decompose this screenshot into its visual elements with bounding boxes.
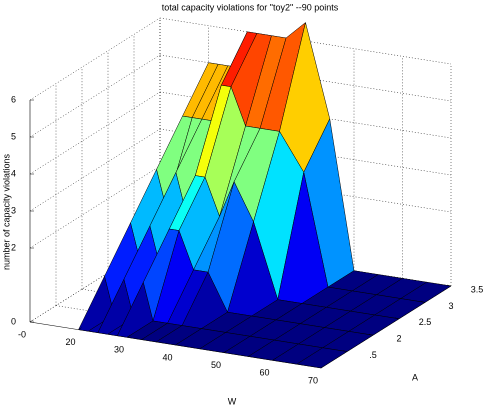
tick-mark xyxy=(320,365,325,369)
x-tick-label: 60 xyxy=(259,368,269,378)
x-tick-label: 30 xyxy=(114,345,124,355)
chart-title: total capacity violations for "toy2" --9… xyxy=(162,2,339,12)
x-tick-label: 70 xyxy=(308,375,318,385)
x-tick-label: 20 xyxy=(65,337,75,347)
tick-mark xyxy=(342,350,348,352)
z-axis-label: number of capacity violations xyxy=(1,153,11,270)
tick-mark xyxy=(223,350,228,353)
x-tick-label: -0 xyxy=(18,329,26,339)
y-tick-label: .5 xyxy=(369,350,377,360)
tick-mark xyxy=(126,335,131,338)
x-tick-label: 40 xyxy=(162,352,172,362)
z-tick-label: 0 xyxy=(11,316,16,326)
tick-mark xyxy=(446,284,452,287)
grid-line xyxy=(29,128,161,212)
tick-mark xyxy=(368,333,374,336)
y-tick-label: 2.5 xyxy=(419,317,432,327)
tick-mark xyxy=(272,358,276,361)
tick-mark xyxy=(78,327,82,330)
grid-line xyxy=(29,17,161,101)
x-axis-label: W xyxy=(228,396,237,406)
tick-mark xyxy=(420,301,426,303)
y-tick-label: 2 xyxy=(396,334,401,344)
x-tick-label: 50 xyxy=(211,360,221,370)
grid-line xyxy=(29,54,161,138)
grid-line xyxy=(29,91,161,175)
z-tick-label: 4 xyxy=(11,168,16,178)
tick-mark xyxy=(175,342,179,346)
tick-mark xyxy=(29,319,34,323)
z-tick-label: 3 xyxy=(11,205,16,215)
y-tick-label: 3.5 xyxy=(471,284,484,294)
y-axis-label: A xyxy=(412,372,418,382)
z-tick-label: 2 xyxy=(11,242,16,252)
y-tick-label: 3 xyxy=(448,301,453,311)
z-tick-label: 5 xyxy=(11,131,16,141)
tick-mark xyxy=(394,317,400,320)
z-tick-label: 6 xyxy=(11,94,16,104)
